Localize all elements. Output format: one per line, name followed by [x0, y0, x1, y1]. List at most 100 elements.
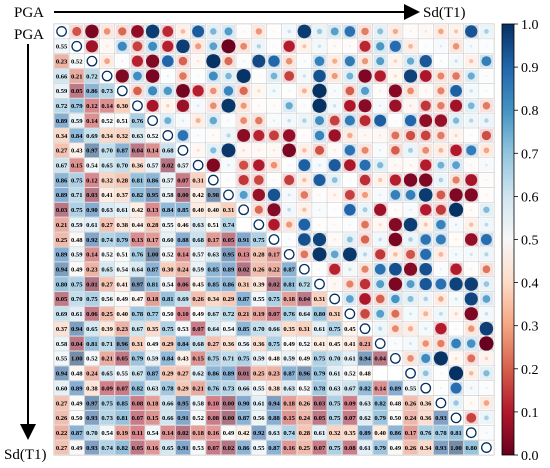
value-label: 0.29	[162, 371, 174, 378]
value-cell-bg	[342, 321, 357, 336]
correlation-circle	[345, 295, 354, 303]
value-cell-bg	[54, 440, 69, 455]
value-label: 0.14	[86, 118, 98, 125]
value-cell-bg	[175, 425, 191, 440]
value-cell-bg	[206, 232, 221, 247]
correlation-circle	[388, 232, 403, 247]
correlation-circle	[240, 102, 247, 109]
correlation-circle	[333, 104, 337, 108]
value-cell-bg	[54, 232, 69, 247]
value-cell-bg	[130, 351, 145, 366]
value-label: 0.86	[238, 445, 250, 452]
correlation-circle	[177, 130, 189, 141]
value-label: 0.79	[132, 356, 144, 363]
correlation-circle	[166, 74, 169, 78]
value-label: 0.21	[238, 311, 250, 318]
correlation-circle	[376, 280, 385, 289]
colorbar-tick-label: 0.2	[521, 363, 539, 378]
value-cell-bg	[221, 440, 236, 455]
correlation-circle	[331, 72, 338, 80]
value-label: 0.35	[283, 326, 295, 333]
correlation-circle	[344, 56, 355, 67]
value-label: 0.12	[86, 103, 98, 110]
value-cell-bg	[130, 247, 145, 262]
value-cell-bg	[145, 232, 160, 247]
correlation-circle	[178, 56, 188, 66]
value-label: 0.19	[117, 430, 129, 437]
value-label: 0.18	[283, 296, 295, 303]
value-cell-bg	[251, 321, 266, 336]
value-cell-bg	[175, 173, 191, 187]
correlation-circle	[300, 250, 309, 259]
value-cell-bg	[206, 306, 221, 321]
correlation-circle	[470, 401, 473, 405]
correlation-circle	[254, 175, 264, 185]
value-label: 0.23	[117, 326, 129, 333]
correlation-circle	[453, 400, 459, 406]
correlation-circle	[302, 74, 306, 78]
correlation-circle	[379, 149, 382, 152]
value-cell-bg	[236, 232, 251, 247]
value-cell-bg	[69, 173, 84, 187]
correlation-circle	[454, 253, 458, 256]
value-cell-bg	[357, 351, 373, 366]
diagonal-marker	[450, 412, 462, 424]
value-cell-bg	[297, 351, 312, 366]
value-label: 0.75	[71, 207, 83, 214]
value-label: 0.28	[299, 430, 311, 437]
correlation-circle	[121, 59, 124, 63]
value-cell-bg	[388, 381, 403, 396]
diagonal-marker	[101, 70, 113, 82]
value-cell-bg	[145, 247, 160, 262]
value-label: 0.78	[132, 311, 144, 318]
value-cell-bg	[160, 187, 175, 202]
value-cell-bg	[69, 440, 84, 455]
correlation-circle	[270, 72, 278, 80]
value-cell-bg	[115, 187, 130, 202]
correlation-circle	[390, 190, 401, 200]
value-cell-bg	[100, 292, 115, 306]
correlation-circle	[408, 237, 413, 242]
correlation-circle	[438, 28, 444, 35]
value-cell-bg	[115, 232, 130, 247]
correlation-circle	[117, 41, 127, 51]
value-label: 0.53	[192, 445, 204, 452]
value-cell-bg	[357, 366, 373, 381]
value-label: 0.94	[56, 371, 68, 378]
value-cell-bg	[221, 202, 236, 217]
value-cell-bg	[145, 321, 160, 336]
correlation-circle	[393, 74, 397, 78]
correlation-circle	[465, 174, 478, 186]
value-label: 0.27	[56, 445, 68, 452]
correlation-circle	[375, 249, 386, 260]
value-cell-bg	[206, 366, 221, 381]
value-label: 0.31	[314, 296, 326, 303]
value-label: 0.70	[86, 430, 98, 437]
correlation-circle	[284, 175, 295, 186]
value-cell-bg	[69, 351, 84, 366]
value-cell-bg	[221, 336, 236, 351]
correlation-circle	[467, 325, 475, 332]
value-cell-bg	[327, 440, 342, 455]
correlation-circle	[227, 178, 230, 182]
value-label: 0.49	[390, 445, 402, 452]
value-cell-bg	[130, 187, 145, 202]
value-label: 0.75	[208, 356, 220, 363]
correlation-circle	[484, 312, 489, 316]
value-cell-bg	[312, 396, 327, 410]
value-label: 0.07	[117, 385, 129, 392]
value-label: 0.56	[101, 296, 113, 303]
value-label: 0.72	[299, 281, 311, 288]
value-cell-bg	[69, 410, 84, 425]
diagonal-marker	[132, 100, 143, 112]
value-label: 0.59	[147, 356, 159, 363]
value-label: 0.37	[56, 326, 68, 333]
value-label: 0.55	[162, 222, 174, 229]
correlation-circle	[438, 296, 444, 302]
value-label: 0.88	[268, 415, 280, 422]
value-label: 0.17	[147, 237, 159, 244]
correlation-circle	[377, 28, 384, 35]
correlation-circle	[162, 55, 174, 67]
value-cell-bg	[100, 366, 115, 381]
value-label: 0.48	[359, 371, 371, 378]
